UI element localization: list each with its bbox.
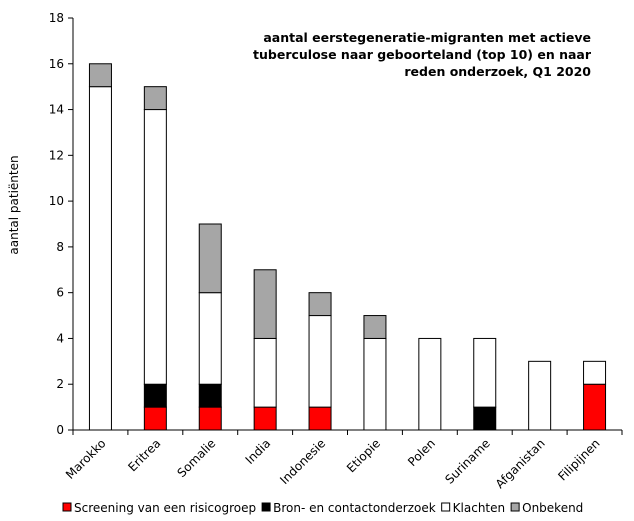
y-tick-label: 0 <box>56 423 64 437</box>
legend: Screening van een risicogroep Bron- en co… <box>62 501 583 515</box>
bar-segment <box>363 315 387 339</box>
x-tick-label: Afganistan <box>493 436 548 491</box>
y-tick-label: 14 <box>49 103 64 117</box>
bar-segment <box>198 223 222 294</box>
y-tick-label: 18 <box>49 11 64 25</box>
title-line-1: aantal eerstegeneratie-migranten met act… <box>263 30 591 45</box>
bar-segment <box>308 315 332 408</box>
x-tick-label: India <box>243 436 274 467</box>
bar-segment <box>253 269 277 339</box>
y-tick-label: 6 <box>56 286 64 300</box>
bar-segment <box>198 406 222 431</box>
y-tick-label: 16 <box>49 57 64 71</box>
legend-swatch <box>510 502 520 512</box>
title-line-3: reden onderzoek, Q1 2020 <box>404 64 591 79</box>
x-tick-label: Indonesie <box>277 436 328 487</box>
x-tick-label: Polen <box>405 436 438 469</box>
legend-label: Klachten <box>453 501 505 515</box>
y-axis-label: aantal patiënten <box>7 155 21 254</box>
y-tick-label: 4 <box>56 331 64 345</box>
bar-segment <box>143 406 167 431</box>
legend-label: Onbekend <box>522 501 583 515</box>
legend-label: Bron- en contactonderzoek <box>273 501 436 515</box>
chart-title: aantal eerstegeneratie-migranten met act… <box>253 30 592 79</box>
bar-segment <box>198 292 222 385</box>
y-tick-label: 2 <box>56 377 64 391</box>
x-tick-label: Etiopie <box>344 436 383 475</box>
bar-segment <box>253 406 277 431</box>
bar-segment <box>88 63 112 88</box>
bar-segment <box>308 292 332 317</box>
bar-segment <box>88 86 112 431</box>
bar-segment <box>528 360 552 431</box>
y-tick-label: 10 <box>49 194 64 208</box>
y-tick-label: 8 <box>56 240 64 254</box>
x-tick-label: Suriname <box>442 436 493 487</box>
legend-label: Screening van een risicogroep <box>74 501 256 515</box>
bars <box>88 63 607 431</box>
x-tick-label: Somalie <box>174 436 218 480</box>
bar-segment <box>143 383 167 408</box>
bar-segment <box>143 109 167 385</box>
title-line-2: tuberculose naar geboorteland (top 10) e… <box>253 47 592 62</box>
bar-segment <box>308 406 332 431</box>
bar-segment <box>583 360 607 385</box>
bar-segment <box>253 337 277 408</box>
bar-segment <box>473 406 497 431</box>
x-tick-label: Eritrea <box>125 436 163 474</box>
bar-segment <box>418 337 442 431</box>
x-tick-label: Marokko <box>63 436 109 482</box>
bar-segment <box>583 383 607 431</box>
legend-swatch <box>441 502 451 512</box>
bar-segment <box>363 337 387 431</box>
y-tick-label: 12 <box>49 148 64 162</box>
legend-swatch <box>261 502 271 512</box>
bar-segment <box>198 383 222 408</box>
x-axis: Marokko Eritrea Somalie India Indonesie Etiop… <box>63 430 623 491</box>
bar-segment <box>143 86 167 111</box>
legend-swatch <box>62 502 72 512</box>
y-axis: 0 2 4 6 8 10 12 14 16 18 <box>49 11 73 437</box>
x-tick-label: Filipijnen <box>555 436 602 483</box>
bar-segment <box>473 337 497 408</box>
